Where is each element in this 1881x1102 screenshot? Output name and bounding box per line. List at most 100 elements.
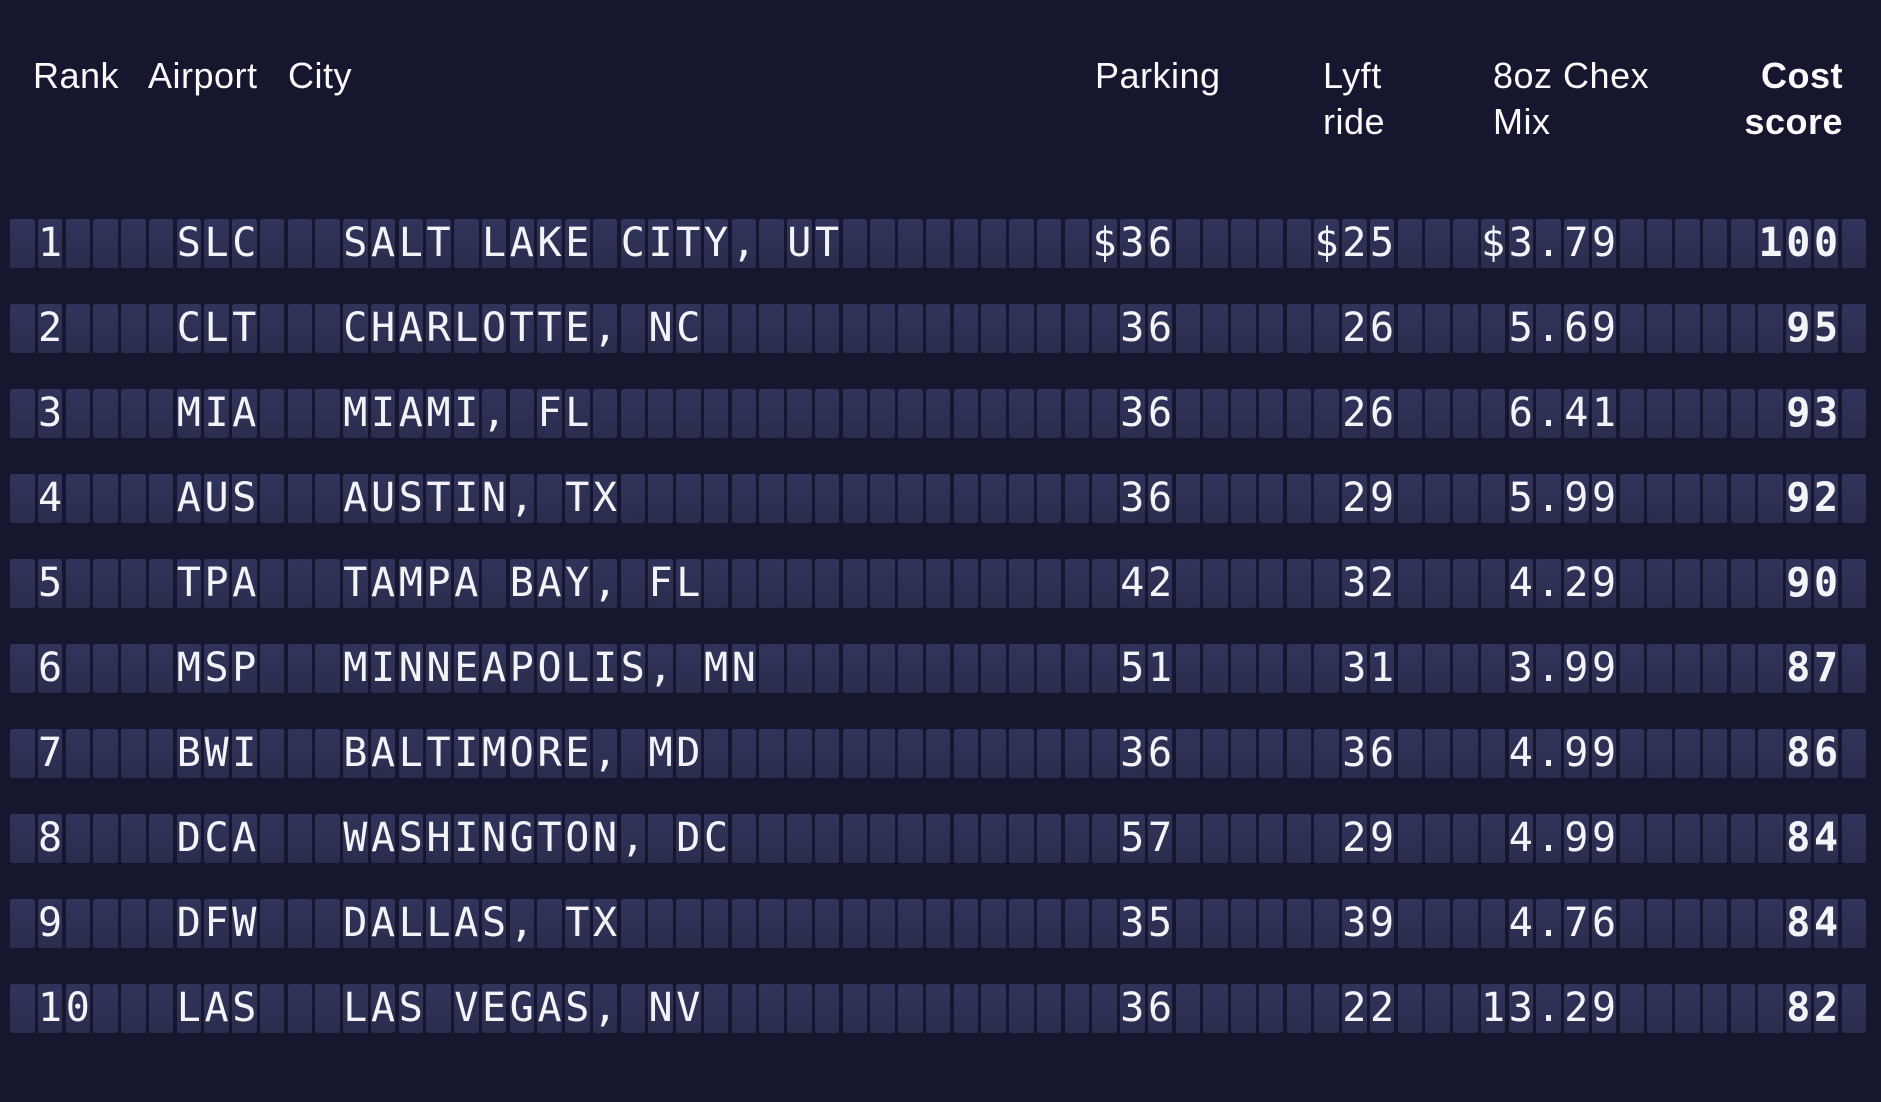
flap-cell — [676, 899, 701, 948]
flap-cell — [1758, 304, 1783, 353]
flap-cell: T — [565, 474, 590, 523]
flap-cell: T — [426, 729, 451, 778]
flap-cell — [1258, 899, 1284, 948]
flap-cell — [1730, 984, 1755, 1033]
flap-cell — [1397, 219, 1422, 268]
flap-cell — [1619, 899, 1644, 948]
flap-cell: 2 — [1342, 984, 1367, 1033]
flap-cell — [10, 899, 35, 948]
flap-cell: . — [1536, 899, 1561, 948]
flap-cell: 2 — [1564, 559, 1589, 608]
flap-cell: A — [204, 984, 229, 1033]
flap-cell — [870, 899, 895, 948]
flap-cell — [1647, 474, 1672, 523]
flap-cell: B — [509, 559, 534, 608]
flap-cell: 8 — [1786, 984, 1811, 1033]
flap-cell — [1480, 304, 1506, 353]
flap-cell — [1730, 899, 1755, 948]
flap-cell — [148, 559, 174, 608]
flap-cell: 7 — [1147, 814, 1173, 863]
flap-cell — [121, 984, 146, 1033]
flap-cell: S — [565, 984, 590, 1033]
flap-cell: S — [204, 644, 229, 693]
flap-cell — [953, 474, 978, 523]
flap-cell — [953, 984, 978, 1033]
flap-cell: B — [176, 729, 201, 778]
flap-cell: 2 — [37, 304, 63, 353]
flap-cell: 2 — [1813, 474, 1839, 523]
flap-cell: S — [481, 899, 507, 948]
column-header-cost-line1: Cost — [1761, 55, 1843, 96]
flap-cell: F — [204, 899, 229, 948]
flap-cell — [731, 559, 756, 608]
flap-cell — [1619, 559, 1644, 608]
flap-cell — [814, 474, 840, 523]
flap-cell — [1453, 474, 1478, 523]
flap-cell — [1647, 899, 1672, 948]
flap-cell — [93, 729, 118, 778]
flap-cell — [1619, 814, 1644, 863]
flap-cell: . — [1536, 474, 1561, 523]
flap-cell: M — [648, 729, 673, 778]
flap-cell: A — [232, 389, 257, 438]
flap-cell — [1702, 729, 1728, 778]
flap-cell — [1036, 729, 1062, 778]
flap-cell — [1231, 984, 1256, 1033]
flap-cell — [842, 474, 867, 523]
column-header-rank: Rank — [33, 55, 120, 96]
flap-cell — [1064, 304, 1089, 353]
flap-cell — [1619, 304, 1644, 353]
flap-cell: A — [370, 899, 396, 948]
flap-cell — [1286, 984, 1311, 1033]
flap-cell — [676, 389, 701, 438]
flap-cell — [1841, 389, 1866, 438]
flap-cell: L — [398, 219, 423, 268]
flap-cell — [10, 729, 35, 778]
flap-cell: Y — [565, 559, 590, 608]
flap-cell — [1453, 389, 1478, 438]
flap-cell — [1286, 559, 1311, 608]
flap-cell — [259, 304, 285, 353]
flap-cell: A — [454, 559, 479, 608]
flap-cell — [1314, 729, 1339, 778]
flap-cell: 5 — [1508, 474, 1533, 523]
flap-cell — [703, 559, 729, 608]
flap-cell: C — [676, 304, 701, 353]
flap-cell: C — [204, 814, 229, 863]
flap-cell: 9 — [1591, 559, 1617, 608]
flap-cell — [814, 814, 840, 863]
flap-cell — [1702, 474, 1728, 523]
flap-cell — [1092, 814, 1117, 863]
flap-cell — [731, 389, 756, 438]
flap-cell: 0 — [1813, 219, 1839, 268]
flap-cell — [759, 899, 784, 948]
board-row: 1 S L C S A L T L A K E C I T Y, U T $3 6 $2 5 $3. 7 9 1 0 0 — [10, 219, 1866, 268]
flap-cell — [1702, 644, 1728, 693]
flap-cell — [1453, 984, 1478, 1033]
flap-cell — [925, 984, 951, 1033]
flap-cell — [1675, 644, 1700, 693]
flap-cell: 6 — [1369, 389, 1395, 438]
flap-cell — [898, 219, 923, 268]
flap-cell — [1314, 474, 1339, 523]
flap-cell: 2 — [1369, 559, 1395, 608]
flap-cell — [592, 389, 618, 438]
flap-cell — [287, 814, 312, 863]
flap-cell — [315, 729, 340, 778]
flap-cell — [1619, 644, 1644, 693]
flap-cell — [842, 389, 867, 438]
flap-cell — [481, 559, 507, 608]
flap-cell — [842, 814, 867, 863]
flap-cell — [315, 389, 340, 438]
flap-cell — [981, 729, 1006, 778]
flap-cell — [1231, 729, 1256, 778]
flap-cell: P — [509, 644, 534, 693]
flap-cell — [1036, 644, 1062, 693]
flap-cell — [1175, 814, 1200, 863]
flap-cell — [814, 644, 840, 693]
